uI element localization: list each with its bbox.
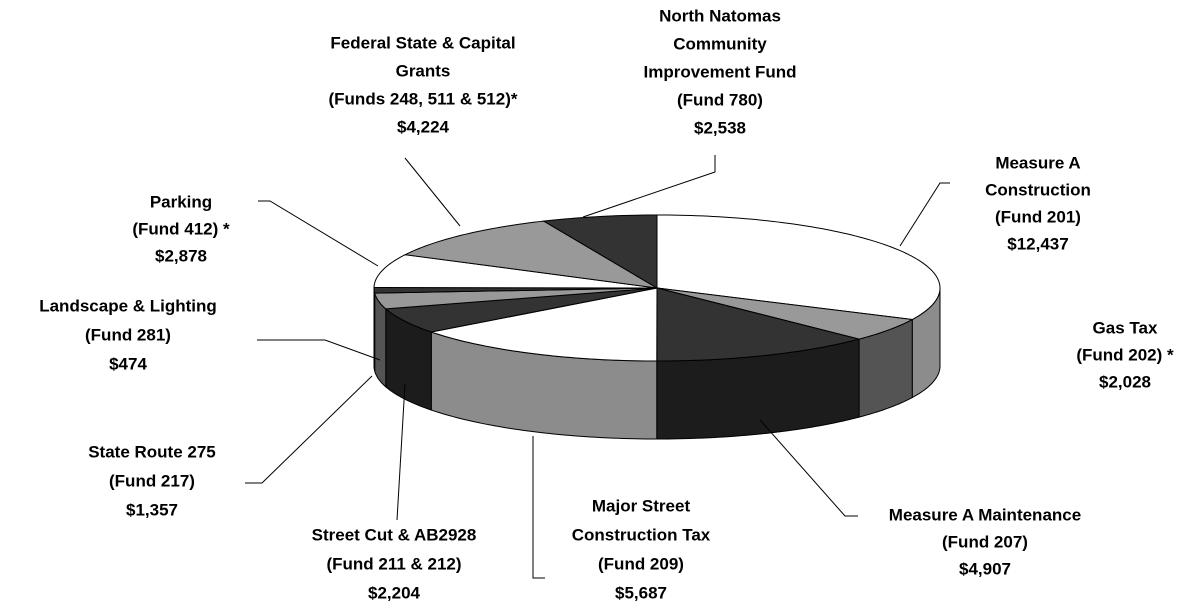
slice xyxy=(373,254,658,289)
slice-label: Grants xyxy=(396,61,451,80)
leader-line xyxy=(404,157,461,227)
leader-line xyxy=(258,200,379,267)
leader-line xyxy=(899,182,950,247)
value-label: $2,878 xyxy=(155,246,207,265)
slice-label: Landscape & Lighting xyxy=(39,296,217,315)
slice xyxy=(374,287,658,310)
leader-line xyxy=(396,383,406,521)
slice xyxy=(656,287,914,340)
slice-label: (Fund 209) xyxy=(598,554,684,573)
slice-label: Community xyxy=(673,34,767,53)
slice xyxy=(429,287,658,362)
slice-label: Construction Tax xyxy=(572,525,711,544)
slice-label: Measure A Maintenance xyxy=(889,505,1081,524)
slice-label: (Fund 217) xyxy=(109,471,195,490)
leader-line xyxy=(532,436,545,579)
slice-label: Parking xyxy=(150,192,212,211)
value-label: $474 xyxy=(109,354,147,373)
slice-label: (Funds 248, 511 & 512)* xyxy=(329,89,518,108)
slice-label: (Fund 281) xyxy=(85,325,171,344)
value-label: $2,204 xyxy=(368,583,421,602)
slice xyxy=(384,287,658,333)
slice-label: Construction xyxy=(985,180,1091,199)
slice-label: State Route 275 xyxy=(88,442,216,461)
value-label: $4,907 xyxy=(959,559,1011,578)
slice-label: Improvement Fund xyxy=(643,62,796,81)
slice-label: Measure A xyxy=(995,153,1080,172)
slice xyxy=(656,214,941,321)
slice xyxy=(403,220,658,289)
slice-label: Street Cut & AB2928 xyxy=(312,525,477,544)
leader-line xyxy=(582,155,716,218)
slice-label: (Fund 201) xyxy=(995,207,1081,226)
slice-label: (Fund 412) * xyxy=(132,219,230,238)
slice-label: (Fund 780) xyxy=(677,90,763,109)
slice-label: (Fund 202) * xyxy=(1076,345,1174,364)
leader-line xyxy=(759,419,858,517)
leader-line xyxy=(245,375,373,484)
value-label: $4,224 xyxy=(397,117,450,136)
value-label: $12,437 xyxy=(1007,234,1068,253)
slice-label: Federal State & Capital xyxy=(330,33,515,52)
slice xyxy=(542,214,658,289)
slice-label: Gas Tax xyxy=(1093,318,1158,337)
value-label: $5,687 xyxy=(615,583,667,602)
value-label: $2,538 xyxy=(694,118,746,137)
value-label: $2,028 xyxy=(1099,372,1151,391)
leader-line xyxy=(257,339,381,361)
slice-side xyxy=(373,287,376,372)
slice-label: (Fund 207) xyxy=(942,532,1028,551)
value-label: $1,357 xyxy=(126,500,178,519)
slice xyxy=(656,287,860,362)
slice-label: Major Street xyxy=(592,496,691,515)
slice-label: (Fund 211 & 212) xyxy=(326,554,461,573)
slice-label: North Natomas xyxy=(659,6,781,25)
